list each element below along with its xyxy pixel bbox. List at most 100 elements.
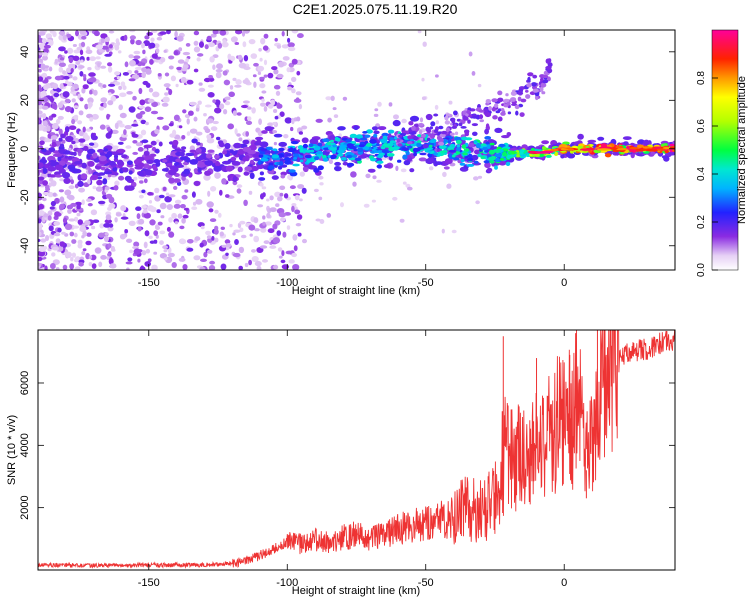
spectrogram-noise-cell (44, 265, 48, 270)
spectrogram-ridge-halo (418, 157, 427, 162)
spectrogram-ridge-core (286, 153, 292, 157)
spectrogram-noise-cell (208, 42, 215, 48)
spectrogram-noise-cell (87, 97, 94, 104)
spectrogram-noise-cell (76, 204, 81, 210)
spectrogram-noise-cell (377, 101, 382, 107)
spectrogram-ridge-core (489, 149, 495, 155)
spectrogram-noise-cell (200, 225, 205, 230)
spectrogram-noise-cell (78, 187, 85, 193)
spectrogram-upper-branch (545, 58, 550, 64)
spectrogram-ridge-halo (87, 160, 95, 167)
spectrogram-noise-cell (173, 114, 180, 122)
spectrogram-upper-branch (540, 77, 544, 82)
spectrogram-ridge-halo (48, 147, 56, 153)
spectrogram-ridge-halo (403, 160, 411, 166)
spectrogram-ridge-core (604, 153, 612, 158)
spectrogram-ridge-halo (207, 149, 215, 153)
spectrogram-ridge-peak (615, 145, 624, 149)
spectrogram-upper-branch (532, 74, 538, 79)
spectrogram-ridge-peak (597, 148, 611, 151)
spectrogram-noise-cell (133, 241, 140, 247)
spectrogram-ridge-halo (357, 155, 367, 159)
spectrogram-ridge-halo (69, 167, 76, 171)
spectrogram-upper-branch (438, 137, 444, 143)
spectrogram-noise-cell (265, 221, 272, 226)
colorbar-tick-label: 0.8 (696, 71, 707, 85)
spectrogram-upper-branch (419, 137, 424, 141)
spectrogram-noise-cell (108, 30, 115, 34)
spectrogram-ridge-halo (125, 185, 135, 191)
spectrogram-noise-cell (64, 98, 71, 103)
spectrogram-noise-cell (160, 215, 165, 219)
spectrogram-ridge-core (330, 139, 334, 143)
spectrogram-ridge-halo (232, 176, 238, 183)
spectrogram-noise-cell (75, 30, 79, 37)
spectrogram-noise-cell (272, 121, 277, 126)
spectrogram-ridge-core (354, 157, 362, 161)
spectrogram-noise-cell (333, 114, 339, 118)
spectrogram-noise-cell (259, 57, 263, 62)
spectrogram-noise-cell (238, 62, 247, 69)
spectrogram-ridge-core (283, 157, 292, 161)
spectrogram-ridge-core (277, 153, 284, 158)
spectrogram-upper-branch (471, 116, 478, 119)
spectrogram-ridge-halo (166, 162, 173, 166)
spectrogram-noise-cell (140, 129, 147, 136)
spectrogram-noise-cell (67, 208, 72, 214)
spectrogram-noise-cell (176, 66, 183, 71)
spectrogram-noise-cell (152, 91, 160, 98)
spectrogram-ridge-core (494, 153, 502, 158)
spectrogram-noise-cell (120, 81, 126, 87)
spectrogram-ridge-core (366, 129, 373, 134)
spectrogram-noise-cell (185, 43, 191, 47)
spectrogram-ridge-halo (196, 141, 201, 146)
spectrogram-ridge-halo (329, 135, 336, 141)
spectrogram-noise-cell (38, 231, 42, 237)
spectrogram-noise-cell (232, 252, 241, 258)
spectrogram-noise-cell (283, 193, 289, 199)
spectrogram-noise-cell (38, 51, 43, 56)
spectrogram-upper-branch (398, 134, 403, 138)
spectrogram-noise-cell (250, 53, 258, 59)
spectrogram-ridge-halo (59, 143, 65, 148)
spectrogram-noise-cell (468, 51, 473, 57)
spectrogram-ridge-core (351, 140, 357, 144)
spectrogram-ridge-core (292, 163, 300, 167)
spectrogram-noise-cell (92, 185, 97, 190)
spectrogram-ridge-halo (213, 165, 222, 172)
spectrogram-upper-branch (509, 97, 517, 102)
spectrogram-noise-cell (192, 201, 197, 206)
spectrogram-noise-cell (407, 186, 413, 191)
spectrogram-ridge-halo (185, 157, 191, 163)
spectrogram-noise-cell (142, 80, 149, 86)
spectrogram-ridge-core (419, 152, 427, 156)
spectrogram-noise-cell (122, 85, 127, 91)
spectrogram-ridge-halo (471, 162, 482, 166)
spectrogram-y-axis: -40 -20 0 20 40 (19, 46, 675, 254)
spectrogram-noise-cell (129, 35, 136, 40)
spectrogram-ridge-halo (189, 149, 197, 153)
spectrogram-noise-cell (158, 141, 163, 147)
spectrogram-ridge-core (451, 154, 456, 158)
spectrogram-noise-cell (319, 182, 324, 186)
spectrogram-ridge-halo (471, 154, 479, 161)
spectrogram-noise-cell (232, 77, 237, 82)
spectrogram-ridge-halo (254, 141, 263, 146)
spectrogram-noise-cell (54, 58, 58, 65)
spectrogram-noise-cell (197, 100, 202, 105)
spectrogram-ridge-halo (302, 165, 309, 173)
spectrogram-noise-cell (87, 179, 91, 185)
spectrogram-noise-cell (395, 165, 399, 171)
spectrogram-noise-cell (62, 264, 68, 270)
spectrogram-ridge-halo (141, 189, 146, 194)
spectrogram-noise-cell (88, 101, 93, 108)
spectrogram-noise-cell (57, 102, 64, 109)
spectrogram-noise-cell (261, 98, 265, 102)
spectrogram-noise-cell (156, 209, 161, 214)
spectrogram-noise-cell (276, 103, 283, 109)
spectrogram-noise-cell (206, 235, 212, 239)
spectrogram-upper-branch (460, 126, 467, 129)
spectrogram-ridge-halo (102, 178, 108, 185)
spectrogram-ridge-core (505, 161, 511, 166)
